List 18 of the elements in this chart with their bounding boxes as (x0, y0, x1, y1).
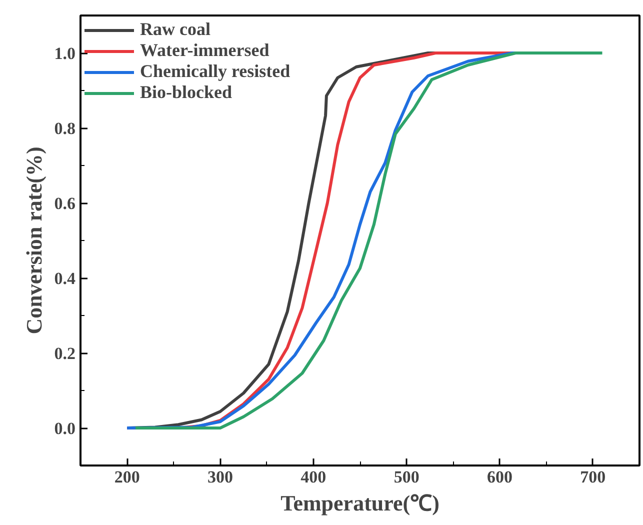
x-tick-label: 200 (114, 468, 140, 486)
x-tick-label: 400 (300, 468, 326, 486)
y-tick-label: 0.0 (54, 419, 76, 438)
x-tick-label: 500 (394, 468, 420, 486)
x-tick-label: 600 (487, 468, 512, 486)
y-tick-label: 0.4 (54, 269, 76, 288)
y-tick-label: 0.8 (54, 119, 76, 138)
x-axis-title: Temperature(℃) (280, 490, 440, 516)
legend-label: Water-immersed (140, 40, 270, 61)
y-axis-title: Conversion rate(%) (21, 146, 46, 334)
y-tick-label: 1.0 (54, 44, 76, 63)
y-tick-label: 0.6 (54, 194, 76, 213)
legend-label: Bio-blocked (140, 82, 232, 103)
x-tick-label: 700 (580, 468, 606, 486)
y-tick-label: 0.2 (54, 344, 76, 363)
x-tick-label: 300 (208, 468, 233, 486)
legend-label: Raw coal (140, 19, 210, 40)
legend-label: Chemically resisted (140, 61, 290, 82)
